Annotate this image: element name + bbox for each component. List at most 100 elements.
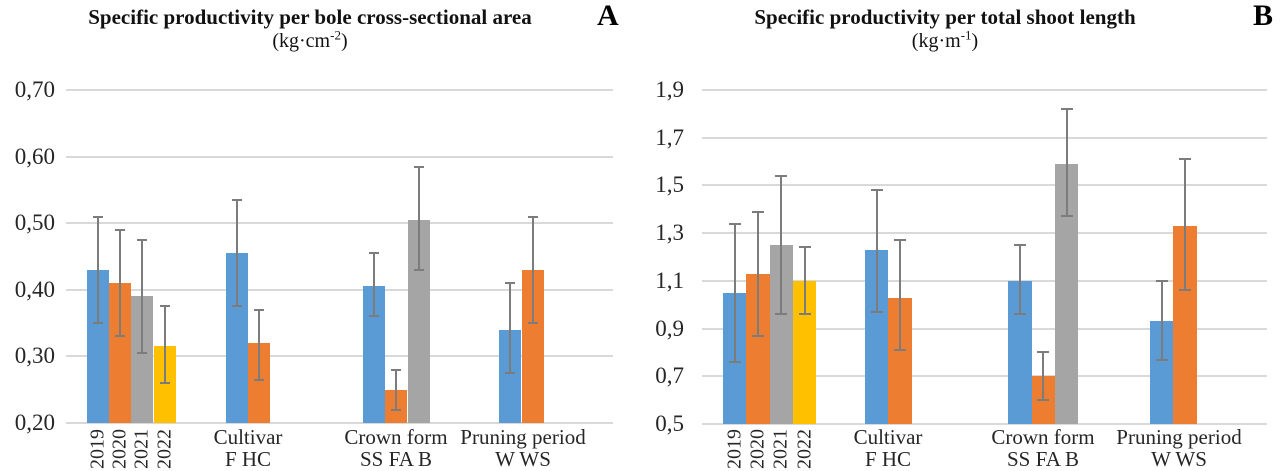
x-axis-year-label: 2020 bbox=[746, 429, 769, 469]
error-bar-cap-bottom bbox=[413, 268, 424, 271]
y-axis-tick-label: 0,60 bbox=[14, 143, 55, 169]
bar-w bbox=[499, 329, 521, 423]
error-bar-cap-top bbox=[1178, 158, 1191, 161]
y-axis-tick-label: 0,5 bbox=[655, 411, 684, 436]
y-axis-tick-label: 0,9 bbox=[655, 315, 684, 341]
y-axis-tick-label: 1,1 bbox=[655, 267, 684, 293]
panel-b-letter: B bbox=[1253, 0, 1274, 32]
error-bar-cap-bottom bbox=[159, 382, 170, 385]
error-bar-cap-top bbox=[137, 238, 148, 241]
x-axis-group-label: Cultivar bbox=[853, 425, 923, 449]
x-axis-group-sublabel: SS FA B bbox=[360, 447, 432, 471]
error-bar-cap-bottom bbox=[751, 334, 764, 337]
error-bar-line bbox=[236, 199, 238, 307]
panel-a-title: Specific productivity per bole cross-sec… bbox=[88, 5, 532, 29]
error-bar-line bbox=[509, 283, 511, 374]
error-bar-cap-top bbox=[527, 215, 538, 218]
y-axis-tick-label: 0,7 bbox=[655, 363, 684, 389]
y-axis-tick-label: 0,20 bbox=[14, 410, 55, 435]
gridline bbox=[702, 232, 1267, 235]
error-bar-line bbox=[875, 190, 878, 312]
panel-b-unit: (kg·m-1) bbox=[670, 28, 1220, 53]
panel-a-unit-pre: (kg·cm bbox=[272, 30, 331, 52]
error-bar-cap-top bbox=[1155, 279, 1168, 282]
panel-a-unit: (kg·cm-2) bbox=[35, 27, 585, 53]
error-bar-cap-bottom bbox=[1037, 399, 1050, 402]
x-axis-group-sublabel: W WS bbox=[1151, 447, 1207, 471]
error-bar-cap-bottom bbox=[505, 372, 515, 375]
y-axis-tick-label: 1,9 bbox=[655, 77, 684, 102]
gridline bbox=[702, 279, 1267, 282]
error-bar-cap-top bbox=[893, 239, 906, 242]
bar-hc bbox=[248, 343, 270, 423]
bar-w bbox=[1150, 321, 1174, 424]
panel-a-unit-superscript: -2 bbox=[330, 27, 341, 43]
error-bar-line bbox=[756, 211, 759, 336]
error-bar-cap-bottom bbox=[798, 313, 811, 316]
panel-b-unit-post: ) bbox=[971, 30, 979, 52]
gridline bbox=[66, 222, 613, 225]
error-bar-line bbox=[780, 175, 783, 315]
error-bar-cap-top bbox=[369, 252, 379, 255]
bar-2019 bbox=[87, 269, 109, 423]
y-axis-tick-label: 0,70 bbox=[14, 77, 55, 102]
gridline bbox=[66, 355, 613, 358]
error-bar-cap-bottom bbox=[1060, 215, 1073, 218]
panel-a-unit-post: ) bbox=[340, 30, 348, 52]
y-axis-tick-label: 0,30 bbox=[14, 343, 55, 369]
gridline bbox=[66, 422, 613, 424]
error-bar-cap-bottom bbox=[1155, 358, 1168, 361]
x-axis-group-sublabel: F HC bbox=[224, 447, 272, 471]
gridline bbox=[702, 375, 1267, 378]
bar-f bbox=[226, 253, 248, 423]
error-bar-cap-top bbox=[1060, 108, 1073, 111]
error-bar-cap-bottom bbox=[1178, 289, 1191, 292]
x-axis-group-sublabel: W WS bbox=[495, 447, 551, 471]
bar-2021 bbox=[769, 245, 793, 424]
error-bar-line bbox=[898, 240, 901, 351]
x-axis-group-label: Crown form bbox=[991, 425, 1095, 449]
error-bar-cap-bottom bbox=[1013, 313, 1026, 316]
error-bar-cap-top bbox=[751, 210, 764, 213]
error-bar-cap-top bbox=[232, 198, 242, 201]
gridline bbox=[702, 327, 1267, 330]
error-bar-line bbox=[119, 229, 122, 337]
y-axis-tick-label: 0,40 bbox=[14, 276, 55, 302]
bar-ss bbox=[1008, 280, 1032, 424]
error-bar-cap-bottom bbox=[369, 315, 379, 318]
y-axis-tick-label: 1,5 bbox=[655, 172, 684, 198]
error-bar-cap-bottom bbox=[137, 352, 148, 355]
bar-ss bbox=[363, 286, 385, 423]
error-bar-cap-top bbox=[798, 246, 811, 249]
error-bar-line bbox=[395, 369, 398, 410]
x-axis-group-label: Pruning period bbox=[460, 425, 586, 449]
gridline bbox=[66, 155, 613, 158]
error-bar-line bbox=[803, 247, 806, 315]
error-bar-cap-top bbox=[1013, 244, 1026, 247]
bar-2022 bbox=[792, 280, 817, 424]
bar-b bbox=[407, 219, 430, 423]
x-axis-group-label: Crown form bbox=[344, 425, 448, 449]
error-bar-cap-bottom bbox=[893, 349, 906, 352]
error-bar-cap-top bbox=[254, 308, 264, 311]
gridline bbox=[702, 136, 1267, 139]
error-bar-line bbox=[258, 309, 260, 380]
bar-2021 bbox=[131, 296, 154, 423]
y-axis-tick-label: 1,7 bbox=[655, 124, 684, 150]
error-bar-line bbox=[733, 223, 736, 362]
panel-b-unit-pre: (kg·m bbox=[911, 30, 961, 52]
gridline bbox=[702, 423, 1267, 425]
error-bar-cap-bottom bbox=[775, 313, 788, 316]
gridline bbox=[66, 288, 613, 291]
error-bar-cap-top bbox=[159, 305, 170, 308]
error-bar-cap-top bbox=[93, 215, 103, 218]
y-axis-tick-label: 1,3 bbox=[655, 220, 684, 246]
bar-hc bbox=[888, 297, 912, 424]
error-bar-cap-top bbox=[391, 368, 402, 371]
x-axis-group-sublabel: SS FA B bbox=[1007, 447, 1079, 471]
error-bar-cap-top bbox=[1037, 351, 1050, 354]
error-bar-cap-top bbox=[413, 165, 424, 168]
